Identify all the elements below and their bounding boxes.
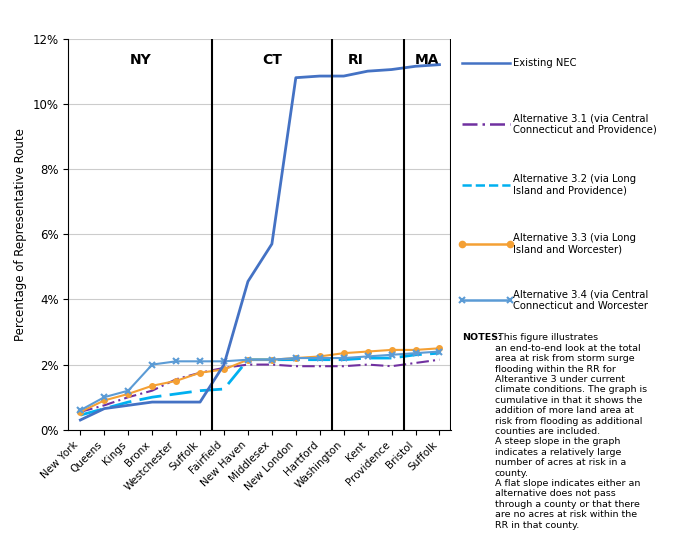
Text: Alternative 3.3 (via Long
Island and Worcester): Alternative 3.3 (via Long Island and Wor…: [513, 233, 636, 255]
Text: Alternative 3.1 (via Central
Connecticut and Providence): Alternative 3.1 (via Central Connecticut…: [513, 113, 657, 135]
Text: MA: MA: [415, 53, 440, 67]
Text: Existing NEC: Existing NEC: [513, 58, 577, 68]
Y-axis label: Percentage of Representative Route: Percentage of Representative Route: [14, 128, 27, 341]
Text: RI: RI: [347, 53, 364, 67]
Text: Alternative 3.2 (via Long
Island and Providence): Alternative 3.2 (via Long Island and Pro…: [513, 174, 636, 196]
Text: CT: CT: [262, 53, 282, 67]
Text: NOTES:: NOTES:: [462, 333, 501, 342]
Text: Alternative 3.4 (via Central
Connecticut and Worcester: Alternative 3.4 (via Central Connecticut…: [513, 289, 648, 311]
Text: NY: NY: [129, 53, 151, 67]
Text: This figure illustrates
an end-to-end look at the total
area at risk from storm : This figure illustrates an end-to-end lo…: [495, 333, 646, 530]
